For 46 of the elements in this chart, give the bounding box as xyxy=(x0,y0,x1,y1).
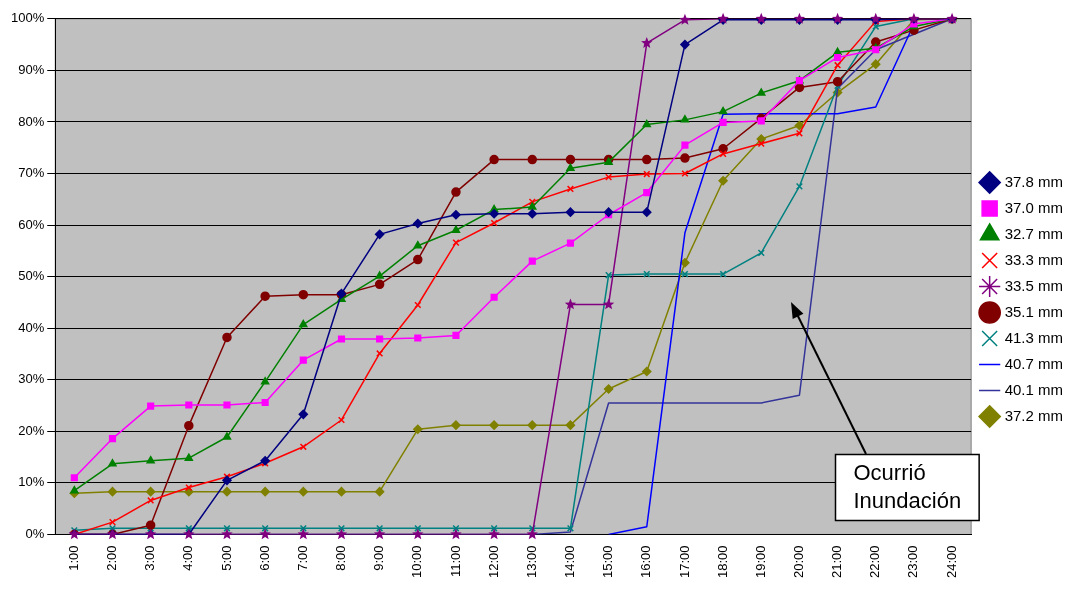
x-tick-label: 16:00 xyxy=(638,545,654,579)
y-tick-label: 0% xyxy=(25,526,45,542)
annotation: Ocurrió Inundación xyxy=(853,459,962,513)
x-tick-label: 14:00 xyxy=(562,545,578,579)
x-tick-label: 13:00 xyxy=(523,545,539,579)
x-tick-label: 22:00 xyxy=(867,545,883,579)
x-tick-label: 9:00 xyxy=(371,545,387,571)
y-tick-label: 60% xyxy=(18,216,45,232)
x-tick-label: 3:00 xyxy=(142,545,158,571)
x-tick-label: 4:00 xyxy=(180,545,196,571)
y-tick-label: 40% xyxy=(18,319,45,335)
legend-label: 37.0 mm xyxy=(1004,198,1064,216)
x-tick-label: 8:00 xyxy=(333,545,349,571)
legend-label: 40.1 mm xyxy=(1004,380,1064,398)
x-tick-label: 20:00 xyxy=(790,545,806,579)
x-tick-label: 6:00 xyxy=(256,545,272,571)
y-tick-label: 90% xyxy=(18,61,45,77)
legend-label: 41.3 mm xyxy=(1004,328,1064,346)
x-tick-label: 15:00 xyxy=(600,545,616,579)
legend-label: 37.8 mm xyxy=(1004,172,1064,190)
y-tick-label: 20% xyxy=(18,422,45,438)
x-tick-label: 18:00 xyxy=(714,545,730,579)
x-tick-label: 17:00 xyxy=(676,545,692,579)
x-tick-label: 5:00 xyxy=(218,545,234,571)
x-tick-label: 24:00 xyxy=(943,545,959,579)
y-tick-label: 80% xyxy=(18,113,45,129)
x-tick-label: 10:00 xyxy=(409,545,425,579)
x-tick-label: 2:00 xyxy=(104,545,120,571)
x-tick-label: 1:00 xyxy=(65,545,81,571)
y-tick-label: 70% xyxy=(18,165,45,181)
legend-label: 35.1 mm xyxy=(1004,302,1064,320)
legend-label: 32.7 mm xyxy=(1004,224,1064,242)
x-tick-label: 11:00 xyxy=(447,545,463,578)
y-tick-label: 10% xyxy=(18,474,45,490)
x-tick-label: 12:00 xyxy=(485,545,501,579)
x-tick-label: 7:00 xyxy=(294,545,310,571)
y-tick-label: 50% xyxy=(18,268,45,284)
x-tick-label: 19:00 xyxy=(752,545,768,579)
x-tick-label: 23:00 xyxy=(905,545,921,579)
legend-label: 33.3 mm xyxy=(1004,250,1064,268)
y-tick-label: 100% xyxy=(11,10,45,26)
legend-label: 40.7 mm xyxy=(1004,354,1064,372)
x-tick-label: 21:00 xyxy=(829,545,845,579)
y-tick-label: 30% xyxy=(18,371,45,387)
legend-label: 37.2 mm xyxy=(1004,406,1064,424)
legend-label: 33.5 mm xyxy=(1004,276,1064,294)
